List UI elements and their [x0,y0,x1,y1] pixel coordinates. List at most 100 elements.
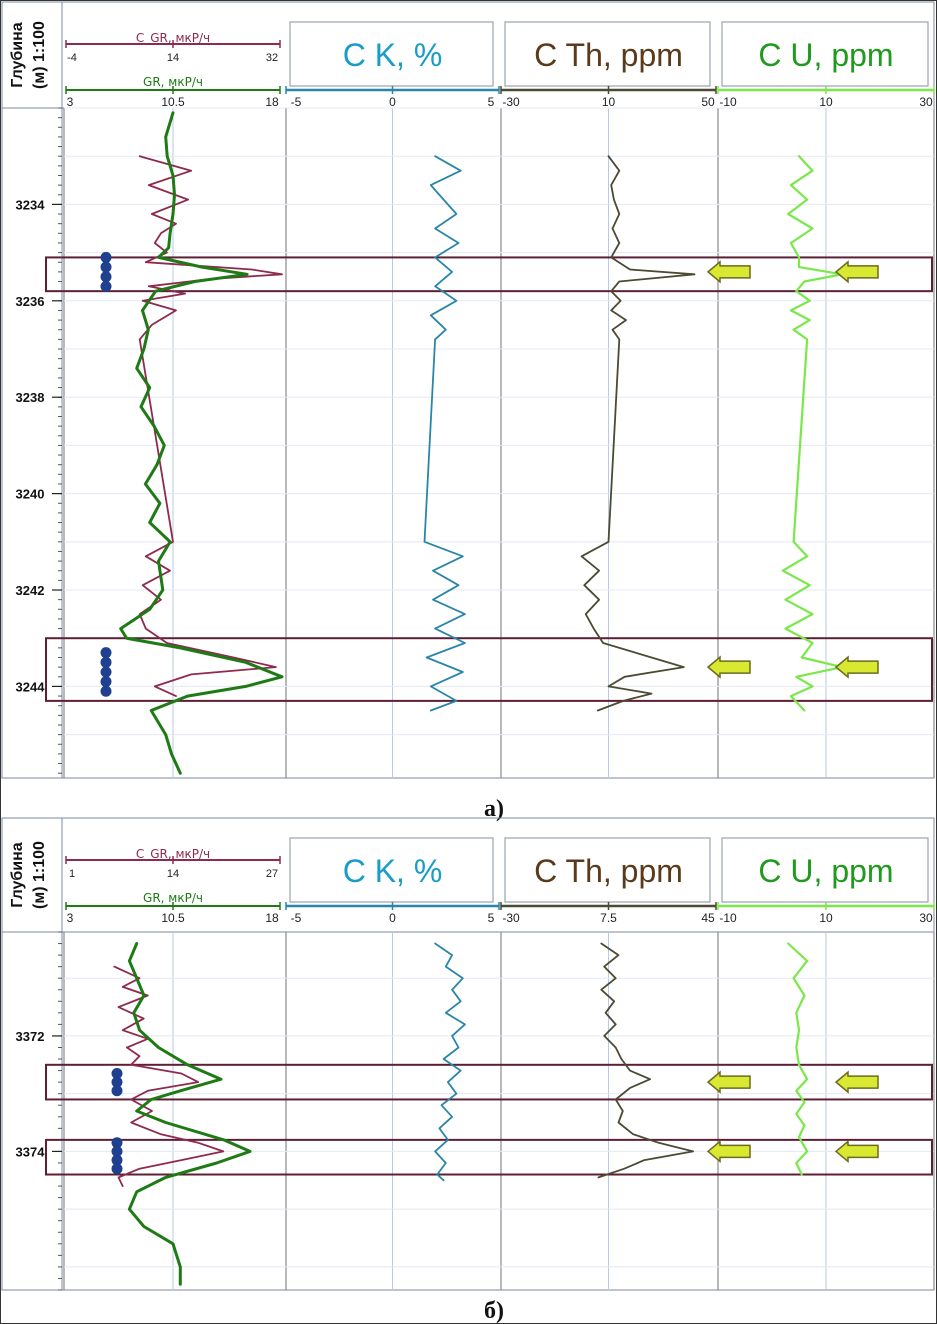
gr-scale-tick-label: 18 [265,911,279,925]
th-title: C Th, ppm [534,853,683,889]
core-sample-dot [100,251,112,263]
gr-curve [119,111,284,775]
core-sample-dot [111,1145,123,1157]
c-u-curve [781,155,844,712]
gr-scale-tick-label: 10.5 [161,95,185,109]
anomaly-arrow-icon [834,1070,879,1094]
c-th-curve [597,942,694,1179]
gr-curve [127,942,252,1286]
depth-tick-label: 3372 [16,1029,45,1044]
th-title: C Th, ppm [534,37,683,73]
gr-scale-tick-label: 3 [67,95,74,109]
core-sample-dot [111,1163,123,1175]
core-sample-dot [111,1076,123,1088]
depth-tick-label: 3234 [16,197,46,212]
gr-scale-tick-label: 3 [67,911,74,925]
c-u-curve [787,942,809,1176]
core-sample-dot [100,261,112,273]
cgr-scale-tick-label: 32 [266,52,278,64]
cgr-scale-title: C_GR, мкР/ч [136,847,210,861]
k-scale-tick-label: 0 [389,95,396,109]
k-scale-tick-label: -5 [291,95,302,109]
core-sample-dot [111,1154,123,1166]
core-sample-dot [100,647,112,659]
core-sample-dot [100,280,112,292]
depth-tick-label: 3244 [16,679,46,694]
u-title-box [721,21,929,87]
u-scale-tick-label: 10 [819,911,833,925]
anomaly-arrow-icon [706,655,751,679]
u-scale-tick-label: -10 [719,95,737,109]
th-scale-tick-label: 45 [701,911,715,925]
depth-tick-label: 3236 [16,294,45,309]
core-sample-dot [111,1085,123,1097]
depth-tick-label: 3238 [16,390,45,405]
core-sample-dot [100,271,112,283]
u-scale-tick-label: 30 [919,911,933,925]
depth-tick-label: 3242 [16,583,45,598]
k-scale-tick-label: -5 [291,911,302,925]
cgr-scale-tick-label: 1 [69,868,75,880]
anomaly-arrow-icon [706,1070,751,1094]
gr-scale-title: GR, мкР/ч [143,891,203,905]
cgr-scale-tick-label: 14 [167,52,179,64]
panel-border [1,1,935,779]
highlight-interval-box [45,256,933,293]
u-title-box [721,837,929,903]
th-title-box [504,21,711,87]
cgr-scale-tick-label: -4 [67,52,77,64]
highlight-interval-box [45,1063,933,1101]
highlight-interval-box [45,1138,933,1176]
anomaly-arrow-icon [706,1139,751,1164]
core-sample-dot [100,656,112,668]
cgr-scale-title: C_GR, мкР/ч [136,31,210,45]
th-title-box [504,837,711,903]
anomaly-arrow-icon [834,1139,879,1164]
th-scale-tick-label: 7.5 [600,911,617,925]
c-gr-curve [113,965,225,1187]
anomaly-arrow-icon [706,260,751,284]
k-title: C K, % [343,853,443,889]
depth-tick-label: 3240 [16,487,45,502]
k-scale-tick-label: 5 [488,911,495,925]
subfigure-label: а) [484,796,504,822]
th-scale-tick-label: 50 [701,95,715,109]
u-title: C U, ppm [758,37,893,73]
cgr-scale-tick-label: 27 [266,868,278,880]
u-scale-tick-label: 10 [819,95,833,109]
u-scale-tick-label: -10 [719,911,737,925]
core-sample-dot [111,1067,123,1079]
k-title-box [289,21,494,87]
th-scale-tick-label: -30 [502,95,520,109]
depth-header-line1: Глубина [9,22,26,88]
core-sample-dot [111,1137,123,1149]
highlight-interval-box [45,637,933,702]
core-sample-dot [100,676,112,688]
depth-header-line2: (м) 1:100 [31,841,48,909]
c-gr-curve [138,155,283,697]
core-sample-dot [100,685,112,697]
depth-header-line1: Глубина [9,842,26,908]
c-k-curve [434,942,466,1182]
depth-tick-label: 3374 [16,1144,46,1159]
th-scale-tick-label: 10 [602,95,616,109]
anomaly-arrow-icon [834,260,879,284]
k-scale-tick-label: 0 [389,911,396,925]
anomaly-arrow-icon [834,655,879,679]
depth-header-line2: (м) 1:100 [31,21,48,89]
u-scale-tick-label: 30 [919,95,933,109]
gr-scale-tick-label: 18 [265,95,279,109]
core-sample-dot [100,666,112,678]
gr-scale-title: GR, мкР/ч [143,75,203,89]
cgr-scale-tick-label: 14 [167,868,179,880]
k-title-box [289,837,494,903]
u-title: C U, ppm [758,853,893,889]
th-scale-tick-label: -30 [502,911,520,925]
subfigure-label: б) [484,1298,504,1324]
gr-scale-tick-label: 10.5 [161,911,185,925]
k-scale-tick-label: 5 [488,95,495,109]
k-title: C K, % [343,37,443,73]
c-th-curve [580,155,696,712]
c-k-curve [423,155,466,712]
